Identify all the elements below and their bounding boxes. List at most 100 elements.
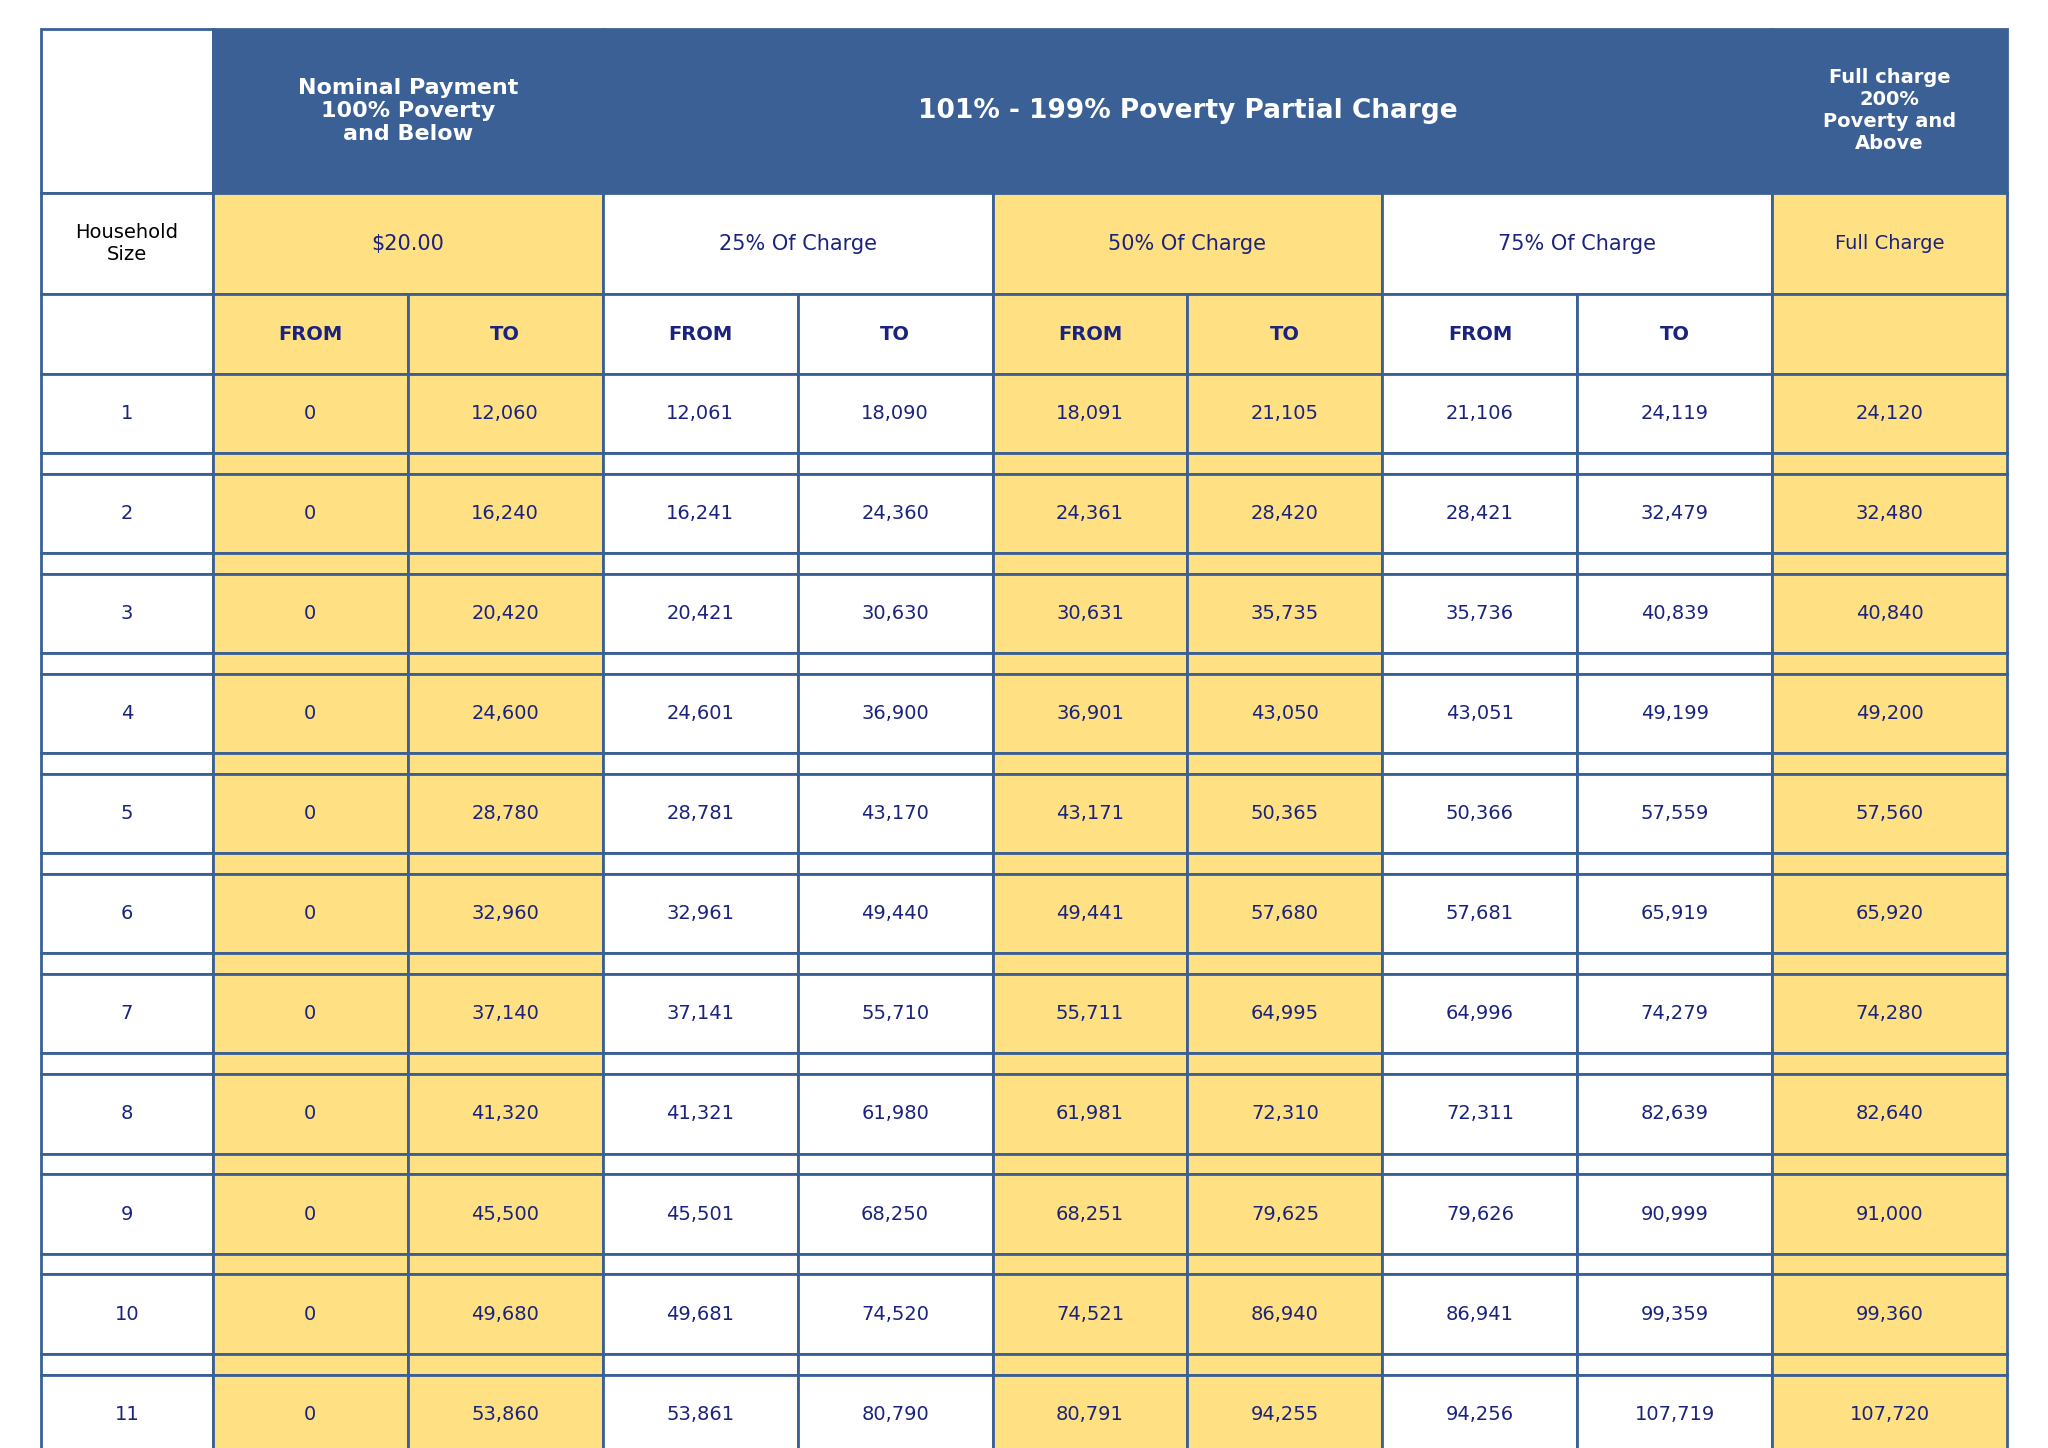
Bar bbox=[602, 875, 797, 953]
Bar bbox=[1577, 853, 1772, 875]
Bar bbox=[1188, 453, 1382, 473]
Text: 37,141: 37,141 bbox=[666, 1005, 733, 1024]
Bar bbox=[797, 1274, 993, 1354]
Bar bbox=[1577, 673, 1772, 753]
Bar bbox=[41, 1254, 213, 1274]
Text: 9: 9 bbox=[121, 1205, 133, 1224]
Text: 50,366: 50,366 bbox=[1446, 804, 1513, 822]
Text: 0: 0 bbox=[305, 604, 317, 623]
Text: 43,050: 43,050 bbox=[1251, 704, 1319, 723]
Bar bbox=[213, 193, 602, 294]
Bar bbox=[993, 1074, 1188, 1154]
Bar bbox=[797, 1174, 993, 1254]
Bar bbox=[41, 853, 213, 875]
Text: 45,500: 45,500 bbox=[471, 1205, 539, 1224]
Bar bbox=[1382, 1154, 1577, 1174]
Text: 49,200: 49,200 bbox=[1855, 704, 1923, 723]
Bar bbox=[602, 673, 797, 753]
Text: 57,559: 57,559 bbox=[1640, 804, 1708, 822]
Bar bbox=[41, 193, 213, 294]
Text: 24,361: 24,361 bbox=[1057, 504, 1124, 523]
Text: 74,521: 74,521 bbox=[1057, 1305, 1124, 1323]
Bar bbox=[797, 775, 993, 853]
Text: 28,421: 28,421 bbox=[1446, 504, 1513, 523]
Bar bbox=[41, 1074, 213, 1154]
Bar bbox=[993, 1154, 1188, 1174]
Bar bbox=[1577, 1074, 1772, 1154]
Bar bbox=[602, 753, 797, 775]
Bar bbox=[1382, 1374, 1577, 1448]
Bar bbox=[602, 473, 797, 553]
Text: 43,051: 43,051 bbox=[1446, 704, 1513, 723]
Bar bbox=[993, 1354, 1188, 1374]
Bar bbox=[1382, 775, 1577, 853]
Text: 32,960: 32,960 bbox=[471, 904, 539, 924]
Bar bbox=[1188, 553, 1382, 573]
Bar bbox=[213, 473, 408, 553]
Bar bbox=[1382, 573, 1577, 653]
Bar bbox=[213, 653, 408, 673]
Bar bbox=[993, 1254, 1188, 1274]
Bar bbox=[1188, 875, 1382, 953]
Bar bbox=[213, 374, 408, 453]
Bar bbox=[1772, 1174, 2007, 1254]
Bar bbox=[41, 1154, 213, 1174]
Text: 107,720: 107,720 bbox=[1849, 1405, 1929, 1423]
Bar bbox=[602, 1154, 797, 1174]
Text: 37,140: 37,140 bbox=[471, 1005, 539, 1024]
Bar bbox=[993, 753, 1188, 775]
Bar bbox=[1577, 775, 1772, 853]
Text: 20,421: 20,421 bbox=[666, 604, 733, 623]
Bar bbox=[1382, 193, 1772, 294]
Bar bbox=[213, 775, 408, 853]
Bar bbox=[797, 1354, 993, 1374]
Text: 10: 10 bbox=[115, 1305, 139, 1323]
Text: 41,321: 41,321 bbox=[666, 1105, 733, 1124]
Bar bbox=[1382, 853, 1577, 875]
Text: 24,120: 24,120 bbox=[1855, 404, 1923, 423]
Bar bbox=[1188, 473, 1382, 553]
Text: 21,105: 21,105 bbox=[1251, 404, 1319, 423]
Bar bbox=[1772, 294, 2007, 374]
Text: 24,360: 24,360 bbox=[860, 504, 930, 523]
Bar bbox=[41, 975, 213, 1054]
Bar bbox=[1577, 653, 1772, 673]
Bar bbox=[408, 875, 602, 953]
Text: 86,941: 86,941 bbox=[1446, 1305, 1513, 1323]
Text: 55,710: 55,710 bbox=[860, 1005, 930, 1024]
Bar bbox=[41, 753, 213, 775]
Text: 79,626: 79,626 bbox=[1446, 1205, 1513, 1224]
Bar bbox=[1772, 374, 2007, 453]
Text: 36,900: 36,900 bbox=[862, 704, 930, 723]
Text: 68,250: 68,250 bbox=[860, 1205, 930, 1224]
Text: 40,839: 40,839 bbox=[1640, 604, 1708, 623]
Bar bbox=[408, 775, 602, 853]
Text: 64,996: 64,996 bbox=[1446, 1005, 1513, 1024]
Bar bbox=[993, 775, 1188, 853]
Bar bbox=[408, 1074, 602, 1154]
Bar bbox=[1382, 653, 1577, 673]
Text: 86,940: 86,940 bbox=[1251, 1305, 1319, 1323]
Bar bbox=[797, 875, 993, 953]
Bar bbox=[602, 553, 797, 573]
Bar bbox=[993, 573, 1188, 653]
Bar bbox=[797, 473, 993, 553]
Bar bbox=[993, 1174, 1188, 1254]
Bar bbox=[1188, 953, 1382, 975]
Bar bbox=[797, 653, 993, 673]
Bar bbox=[1382, 1254, 1577, 1274]
Bar bbox=[993, 473, 1188, 553]
Bar bbox=[1772, 975, 2007, 1054]
Text: 2: 2 bbox=[121, 504, 133, 523]
Bar bbox=[1772, 1254, 2007, 1274]
Text: FROM: FROM bbox=[1059, 324, 1122, 343]
Bar bbox=[41, 1354, 213, 1374]
Text: 36,901: 36,901 bbox=[1057, 704, 1124, 723]
Bar bbox=[1577, 1274, 1772, 1354]
Bar bbox=[1577, 1174, 1772, 1254]
Bar bbox=[1772, 473, 2007, 553]
Text: 80,790: 80,790 bbox=[862, 1405, 930, 1423]
Text: 49,681: 49,681 bbox=[666, 1305, 733, 1323]
Bar bbox=[602, 853, 797, 875]
Bar bbox=[797, 753, 993, 775]
